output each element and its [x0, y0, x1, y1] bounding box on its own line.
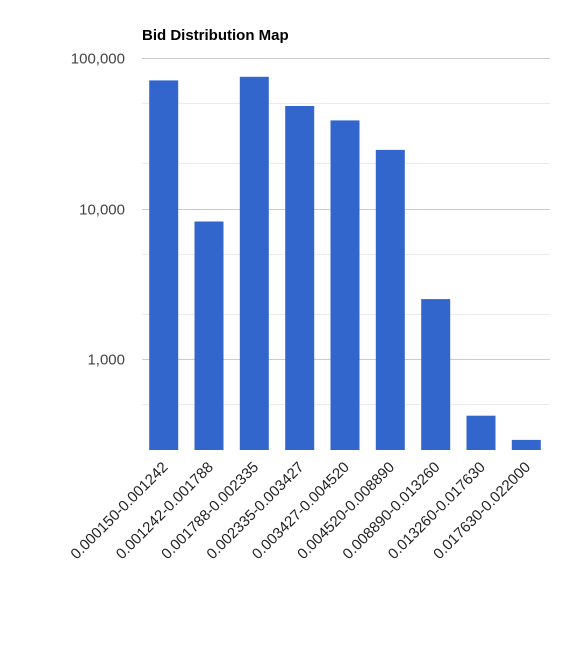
chart-title: Bid Distribution Map — [142, 27, 289, 44]
bar-4[interactable] — [330, 120, 360, 451]
bar-7[interactable] — [466, 415, 496, 450]
bar-3[interactable] — [285, 106, 315, 450]
bars — [149, 76, 541, 451]
bar-1[interactable] — [194, 221, 224, 451]
y-tick-label: 10,000 — [79, 202, 125, 219]
y-tick-label: 1,000 — [87, 352, 125, 369]
y-tick-label: 100,000 — [71, 51, 125, 68]
bar-5[interactable] — [375, 149, 405, 450]
y-axis-ticks: 1,000 10,000 100,000 — [71, 51, 125, 369]
x-axis-labels: 0.000150-0.0012420.001242-0.0017880.0017… — [67, 459, 534, 563]
bar-6[interactable] — [421, 299, 451, 450]
bar-8[interactable] — [511, 439, 541, 450]
bar-0[interactable] — [149, 80, 179, 451]
bar-2[interactable] — [239, 76, 269, 451]
